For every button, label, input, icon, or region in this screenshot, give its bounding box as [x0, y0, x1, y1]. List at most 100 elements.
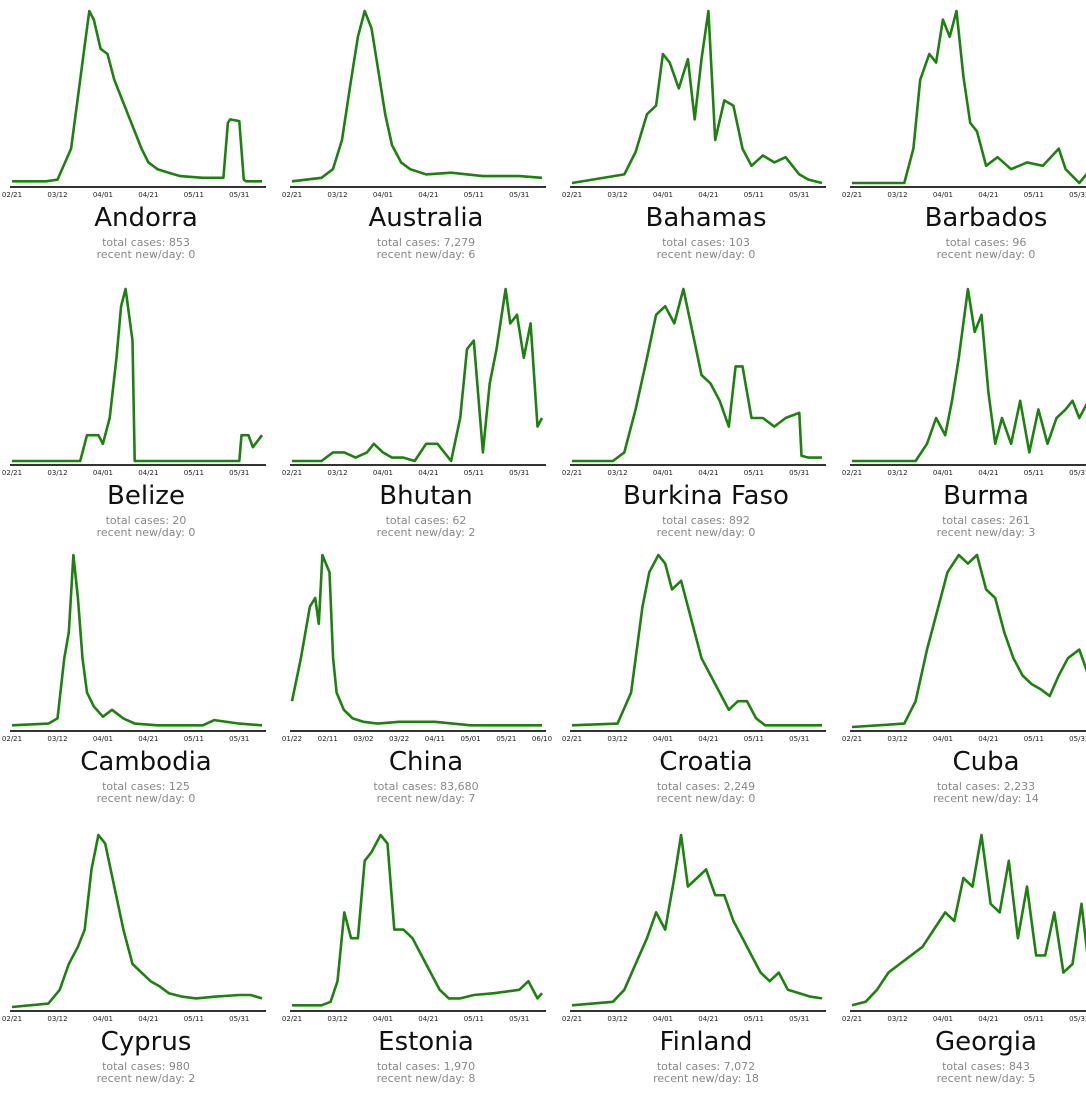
recent-new-per-day-label: recent new/day: 6 — [376, 248, 476, 261]
recent-new-per-day-label: recent new/day: 14 — [933, 792, 1039, 805]
recent-new-per-day-label: recent new/day: 7 — [376, 792, 476, 805]
x-tick-label: 05/11 — [464, 1015, 484, 1023]
x-tick-label: 05/31 — [1069, 191, 1086, 199]
country-name: Burma — [943, 481, 1029, 511]
total-cases-label: total cases: 261 — [942, 514, 1030, 527]
x-tick-label: 05/11 — [184, 1015, 204, 1023]
country-name: Burkina Faso — [623, 481, 789, 511]
series-line — [291, 9, 543, 183]
x-tick-label: 04/01 — [93, 1015, 113, 1023]
x-tick-label: 02/21 — [842, 469, 862, 477]
x-tick-label: 04/21 — [418, 469, 438, 477]
x-tick-label: 04/01 — [93, 469, 113, 477]
x-tick-label: 03/12 — [887, 191, 907, 199]
recent-new-per-day-label: recent new/day: 2 — [96, 1072, 196, 1085]
x-tick-label: 05/11 — [464, 469, 484, 477]
country-panel: 02/21 03/12 04/01 04/21 05/11 05/31 Cyprus tota… — [2, 833, 280, 1104]
chart-plot: 02/21 03/12 04/01 04/21 05/11 05/31 — [282, 9, 546, 199]
x-tick-label: 05/31 — [1069, 1015, 1086, 1023]
country-panel: 02/21 03/12 04/01 04/21 05/11 05/31 Belize tota… — [2, 287, 280, 558]
x-tick-label: 02/21 — [282, 191, 302, 199]
x-tick-label: 05/31 — [1069, 469, 1086, 477]
country-name: Cuba — [952, 747, 1020, 777]
country-name: Finland — [659, 1027, 753, 1057]
series-line — [12, 9, 262, 183]
x-tick-label: 03/12 — [887, 469, 907, 477]
x-tick-label: 04/01 — [653, 191, 673, 199]
x-tick-label: 03/12 — [607, 735, 627, 743]
x-tick-label: 05/11 — [184, 735, 204, 743]
x-tick-label: 04/21 — [418, 1015, 438, 1023]
x-tick-label: 04/01 — [373, 191, 393, 199]
x-tick-label: 04/01 — [373, 1015, 393, 1023]
x-tick-label: 05/11 — [744, 469, 764, 477]
x-tick-label: 03/12 — [47, 469, 67, 477]
recent-new-per-day-label: recent new/day: 0 — [656, 792, 756, 805]
chart-plot: 02/21 03/12 04/01 04/21 05/11 05/31 — [842, 553, 1086, 743]
chart-plot: 02/21 03/12 04/01 04/21 05/11 05/31 — [562, 9, 826, 199]
x-tick-label: 04/21 — [698, 1015, 718, 1023]
x-tick-label: 04/21 — [698, 191, 718, 199]
recent-new-per-day-label: recent new/day: 2 — [376, 526, 476, 539]
chart-plot: 01/22 02/11 03/02 03/22 04/11 05/01 05/21 06/10 — [282, 553, 552, 743]
series-line — [851, 833, 1086, 1007]
total-cases-label: total cases: 103 — [662, 236, 750, 249]
x-tick-label: 02/21 — [282, 469, 302, 477]
recent-new-per-day-label: recent new/day: 5 — [936, 1072, 1036, 1085]
x-tick-label: 02/21 — [282, 1015, 302, 1023]
x-tick-label: 04/21 — [138, 735, 158, 743]
x-tick-label: 02/21 — [562, 735, 582, 743]
country-panel: 02/21 03/12 04/01 04/21 05/11 05/31 Finland tot… — [562, 833, 840, 1104]
series-line — [572, 287, 822, 463]
x-tick-label: 04/21 — [138, 191, 158, 199]
country-panel: 02/21 03/12 04/01 04/21 05/11 05/31 Estonia tot… — [282, 833, 560, 1104]
x-tick-label: 02/21 — [562, 191, 582, 199]
country-name: Bhutan — [379, 481, 473, 511]
country-panel: 02/21 03/12 04/01 04/21 05/11 05/31 Croatia tot… — [562, 553, 840, 824]
x-tick-label: 03/12 — [607, 1015, 627, 1023]
x-tick-label: 04/01 — [933, 1015, 953, 1023]
x-tick-label: 02/21 — [2, 1015, 22, 1023]
x-tick-label: 04/11 — [425, 735, 445, 743]
chart-plot: 02/21 03/12 04/01 04/21 05/11 05/31 — [842, 833, 1086, 1023]
chart-plot: 02/21 03/12 04/01 04/21 05/11 05/31 — [282, 287, 546, 477]
x-tick-label: 05/31 — [789, 735, 809, 743]
x-tick-label: 02/21 — [562, 469, 582, 477]
chart-plot: 02/21 03/12 04/01 04/21 05/11 05/31 — [842, 9, 1086, 199]
x-tick-label: 04/01 — [653, 735, 673, 743]
series-line — [11, 833, 263, 1009]
total-cases-label: total cases: 892 — [662, 514, 750, 527]
x-tick-label: 05/31 — [229, 1015, 249, 1023]
country-panel: 02/21 03/12 04/01 04/21 05/11 05/31 Andorra tot… — [2, 9, 280, 280]
x-tick-label: 03/12 — [607, 191, 627, 199]
x-tick-label: 05/31 — [229, 469, 249, 477]
country-name: Georgia — [935, 1027, 1037, 1057]
chart-plot: 02/21 03/12 04/01 04/21 05/11 05/31 — [2, 9, 266, 199]
country-name: Belize — [107, 481, 185, 511]
chart-plot: 02/21 03/12 04/01 04/21 05/11 05/31 — [282, 833, 546, 1023]
x-tick-label: 05/01 — [460, 735, 480, 743]
total-cases-label: total cases: 125 — [102, 780, 190, 793]
total-cases-label: total cases: 7,072 — [656, 1060, 756, 1073]
country-panel: 02/21 03/12 04/01 04/21 05/11 05/31 Australia t… — [282, 9, 560, 280]
total-cases-label: total cases: 1,970 — [376, 1060, 476, 1073]
x-tick-label: 05/31 — [789, 191, 809, 199]
recent-new-per-day-label: recent new/day: 8 — [376, 1072, 476, 1085]
x-tick-label: 04/01 — [93, 191, 113, 199]
series-line — [292, 833, 543, 1007]
recent-new-per-day-label: recent new/day: 0 — [656, 248, 756, 261]
x-tick-label: 03/12 — [47, 735, 67, 743]
x-tick-label: 04/01 — [933, 191, 953, 199]
x-tick-label: 04/01 — [933, 735, 953, 743]
x-tick-label: 05/11 — [744, 191, 764, 199]
x-tick-label: 03/12 — [327, 191, 347, 199]
x-tick-label: 02/21 — [842, 1015, 862, 1023]
x-tick-label: 05/31 — [229, 735, 249, 743]
x-tick-label: 02/11 — [318, 735, 338, 743]
x-tick-label: 05/11 — [184, 191, 204, 199]
total-cases-label: total cases: 843 — [942, 1060, 1030, 1073]
x-tick-label: 03/12 — [327, 1015, 347, 1023]
x-tick-label: 05/21 — [496, 735, 516, 743]
x-tick-label: 03/12 — [47, 1015, 67, 1023]
